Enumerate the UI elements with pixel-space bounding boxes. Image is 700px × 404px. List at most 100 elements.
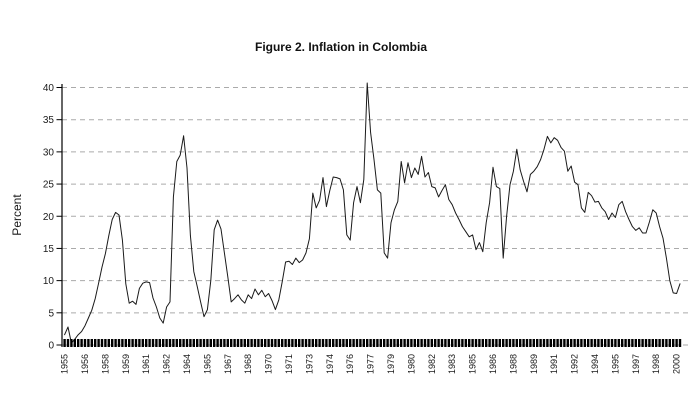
x-tick [158,339,161,347]
x-tick [593,339,597,347]
x-tick [291,339,294,347]
x-tick [515,339,518,347]
x-tick [298,339,301,347]
x-tick [393,339,396,347]
x-tick [257,339,260,347]
x-tick [213,339,216,347]
x-tick-label: 1980 [406,354,416,374]
y-axis-labels: 0 5 10 15 20 25 30 35 40 [43,83,55,352]
x-tick [580,339,583,347]
x-tick-label: 1995 [610,354,620,374]
x-tick [77,339,80,347]
x-tick [420,339,423,347]
y-tick-label: 5 [48,308,54,319]
x-tick-label: 1959 [121,354,131,374]
x-tick [678,339,682,347]
x-tick-label: 1998 [651,354,661,374]
x-tick [495,339,498,347]
x-tick [651,339,654,347]
x-axis-labels: 1955 1956 1958 1959 1961 1962 1964 1965 1967 1968… [60,354,682,374]
x-tick [502,339,505,347]
x-tick [83,339,87,347]
x-tick [294,339,297,347]
x-tick [124,339,127,347]
x-tick [199,339,202,347]
x-tick [223,339,226,347]
x-tick [277,339,280,347]
x-tick [430,339,433,347]
x-tick-label: 1988 [508,354,518,374]
x-tick [226,339,229,347]
x-tick [590,339,593,347]
x-tick [267,339,270,347]
x-tick-label: 1956 [80,354,90,374]
x-tick [539,339,542,347]
x-tick [321,339,325,347]
x-tick [192,339,195,347]
y-tick-label: 0 [48,341,54,352]
x-tick-label: 1967 [223,354,233,374]
x-tick [369,339,372,347]
x-tick [219,339,223,347]
x-tick [427,339,430,347]
x-tick-label: 1974 [325,354,335,374]
x-tick [182,339,185,347]
x-tick [175,339,178,347]
x-tick [284,339,287,347]
x-tick [570,339,573,347]
x-tick-label: 1965 [202,354,212,374]
x-tick-label: 1968 [243,354,253,374]
y-tick-label: 25 [43,180,55,191]
x-tick [566,339,569,347]
x-tick [508,339,512,347]
x-tick [610,339,614,347]
x-tick-label: 1970 [264,354,274,374]
x-tick [104,339,107,347]
y-tick-label: 10 [43,276,55,287]
x-tick [114,339,117,347]
x-tick [383,339,386,347]
x-tick [617,339,620,347]
x-tick-label: 1983 [447,354,457,374]
x-tick [413,339,416,347]
x-tick [505,339,508,347]
x-tick [189,339,192,347]
x-tick [372,339,376,347]
x-tick [63,339,66,347]
x-tick [644,339,648,347]
x-tick [359,339,362,347]
x-tick [668,339,671,347]
x-tick [179,339,182,347]
x-tick [661,339,665,347]
x-tick [311,339,314,347]
x-tick [90,339,93,347]
x-tick [138,339,141,347]
x-tick [145,339,148,347]
x-tick [73,339,76,347]
x-tick [202,339,206,347]
x-tick [386,339,389,347]
x-tick [107,339,110,347]
x-tick [400,339,403,347]
x-tick [488,339,491,347]
x-tick [454,339,457,347]
x-tick [447,339,450,347]
x-tick [128,339,131,347]
x-tick [457,339,461,347]
x-tick [304,339,308,347]
y-tick-label: 30 [43,147,55,158]
x-tick-label: 1962 [162,354,172,374]
x-tick [519,339,522,347]
x-tick [451,339,454,347]
x-tick [342,339,345,347]
x-tick [658,339,661,347]
x-tick [148,339,151,347]
x-tick [250,339,253,347]
x-tick [243,339,246,347]
x-tick [410,339,413,347]
x-tick [563,339,566,347]
x-tick [134,339,138,347]
x-tick [253,339,257,347]
x-tick [481,339,484,347]
x-tick [338,339,342,347]
